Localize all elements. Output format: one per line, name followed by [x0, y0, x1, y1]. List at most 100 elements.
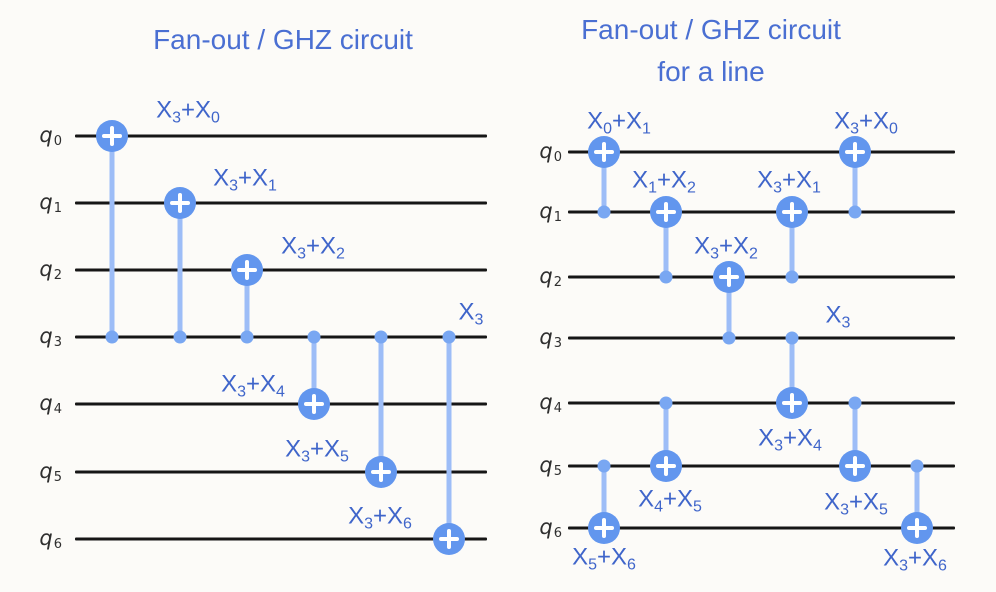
plus-icon	[588, 512, 620, 544]
label-subscript: 3	[301, 448, 310, 466]
control-dot-icon	[910, 459, 924, 473]
cnot-connector	[177, 203, 183, 337]
cnot-target-icon	[776, 196, 808, 228]
qubit-wire	[568, 526, 955, 530]
label-subscript: 4	[813, 437, 822, 455]
control-dot-icon	[442, 330, 456, 344]
label-text: X	[285, 435, 302, 463]
gate-label: X3+X4	[221, 371, 285, 402]
cnot-target-icon	[588, 512, 620, 544]
label-text: X	[320, 232, 337, 260]
plus-icon	[839, 450, 871, 482]
label-subscript: 3	[840, 501, 849, 519]
plus-icon	[776, 196, 808, 228]
label-text: +	[656, 166, 672, 194]
control-dot-icon	[848, 396, 862, 410]
label-text: X	[757, 166, 774, 194]
qubit-label: q3	[39, 324, 62, 350]
label-text: +	[907, 544, 923, 572]
qubit-wire	[568, 464, 955, 468]
circuit-title-line: Fan-out / GHZ circuit	[581, 14, 841, 45]
label-text: +	[372, 502, 388, 530]
label-subscript: 1	[642, 120, 651, 138]
cnot-connector	[852, 152, 858, 212]
label-subscript: 2	[53, 268, 62, 283]
label-text: +	[611, 107, 627, 135]
cnot-target-icon	[433, 523, 465, 555]
plus-icon	[901, 512, 933, 544]
qubit-label: q1	[39, 190, 62, 216]
label-text: X	[626, 107, 643, 135]
cnot-connector	[726, 277, 732, 338]
label-text: q	[539, 390, 553, 414]
qubit-label: q6	[39, 526, 62, 552]
label-text: +	[781, 166, 797, 194]
label-text: X	[587, 107, 604, 135]
label-subscript: 2	[336, 245, 345, 263]
label-subscript: 3	[474, 311, 484, 329]
gate-label: X4+X5	[638, 486, 702, 517]
label-subscript: 0	[553, 150, 562, 165]
cnot-connector	[914, 466, 920, 528]
label-text: +	[718, 232, 734, 260]
plus-icon	[776, 387, 808, 419]
label-subscript: 5	[588, 556, 597, 574]
label-text: X	[863, 488, 880, 516]
control-dot-icon	[785, 270, 799, 284]
qubit-wire	[568, 150, 955, 154]
cnot-target-icon	[298, 388, 330, 420]
label-subscript: 3	[899, 557, 908, 575]
label-subscript: 6	[938, 557, 947, 575]
cnot-target-icon	[650, 196, 682, 228]
label-subscript: 5	[879, 501, 888, 519]
label-subscript: 4	[654, 498, 663, 516]
cnot-target-icon	[650, 450, 682, 482]
label-text: q	[539, 515, 553, 539]
label-text: X	[677, 485, 694, 513]
label-text: X	[671, 166, 688, 194]
label-text: X	[825, 301, 842, 329]
label-text: +	[180, 96, 196, 124]
cnot-connector	[789, 212, 795, 277]
control-dot-icon	[722, 331, 736, 345]
label-text: q	[539, 139, 553, 163]
label-text: X	[348, 502, 365, 530]
plus-icon	[298, 388, 330, 420]
label-text: q	[39, 123, 53, 147]
label-text: X	[611, 543, 628, 571]
plus-icon	[588, 136, 620, 168]
label-subscript: 1	[553, 210, 562, 225]
label-text: X	[922, 544, 939, 572]
label-subscript: 0	[53, 134, 62, 149]
qubit-label: q5	[539, 453, 562, 479]
label-text: q	[39, 391, 53, 415]
label-text: X	[252, 164, 269, 192]
label-text: X	[797, 424, 814, 452]
cnot-target-icon	[839, 136, 871, 168]
circuit-title-line: Fan-out / GHZ circuit	[153, 24, 413, 55]
label-subscript: 5	[53, 470, 62, 485]
gate-label: X3+X6	[883, 545, 947, 576]
qubit-wire	[75, 201, 487, 205]
gate-label: X3+X1	[213, 165, 277, 196]
control-dot-icon	[173, 330, 187, 344]
label-text: q	[39, 190, 53, 214]
label-text: q	[39, 526, 53, 550]
qubit-wire	[75, 268, 487, 272]
label-subscript: 6	[403, 515, 412, 533]
qubit-label: q0	[539, 139, 562, 165]
gate-label: X3+X0	[834, 108, 898, 139]
label-subscript: 2	[749, 245, 758, 263]
label-text: X	[796, 166, 813, 194]
plus-icon	[433, 523, 465, 555]
qubit-label: q3	[539, 325, 562, 351]
label-text: X	[632, 166, 649, 194]
cnot-connector	[601, 466, 607, 528]
control-dot-icon	[659, 270, 673, 284]
circuit-title-line: for a line	[657, 56, 765, 87]
label-text: +	[782, 424, 798, 452]
label-text: X	[221, 370, 238, 398]
control-dot-icon	[374, 330, 388, 344]
control-dot-icon	[307, 330, 321, 344]
